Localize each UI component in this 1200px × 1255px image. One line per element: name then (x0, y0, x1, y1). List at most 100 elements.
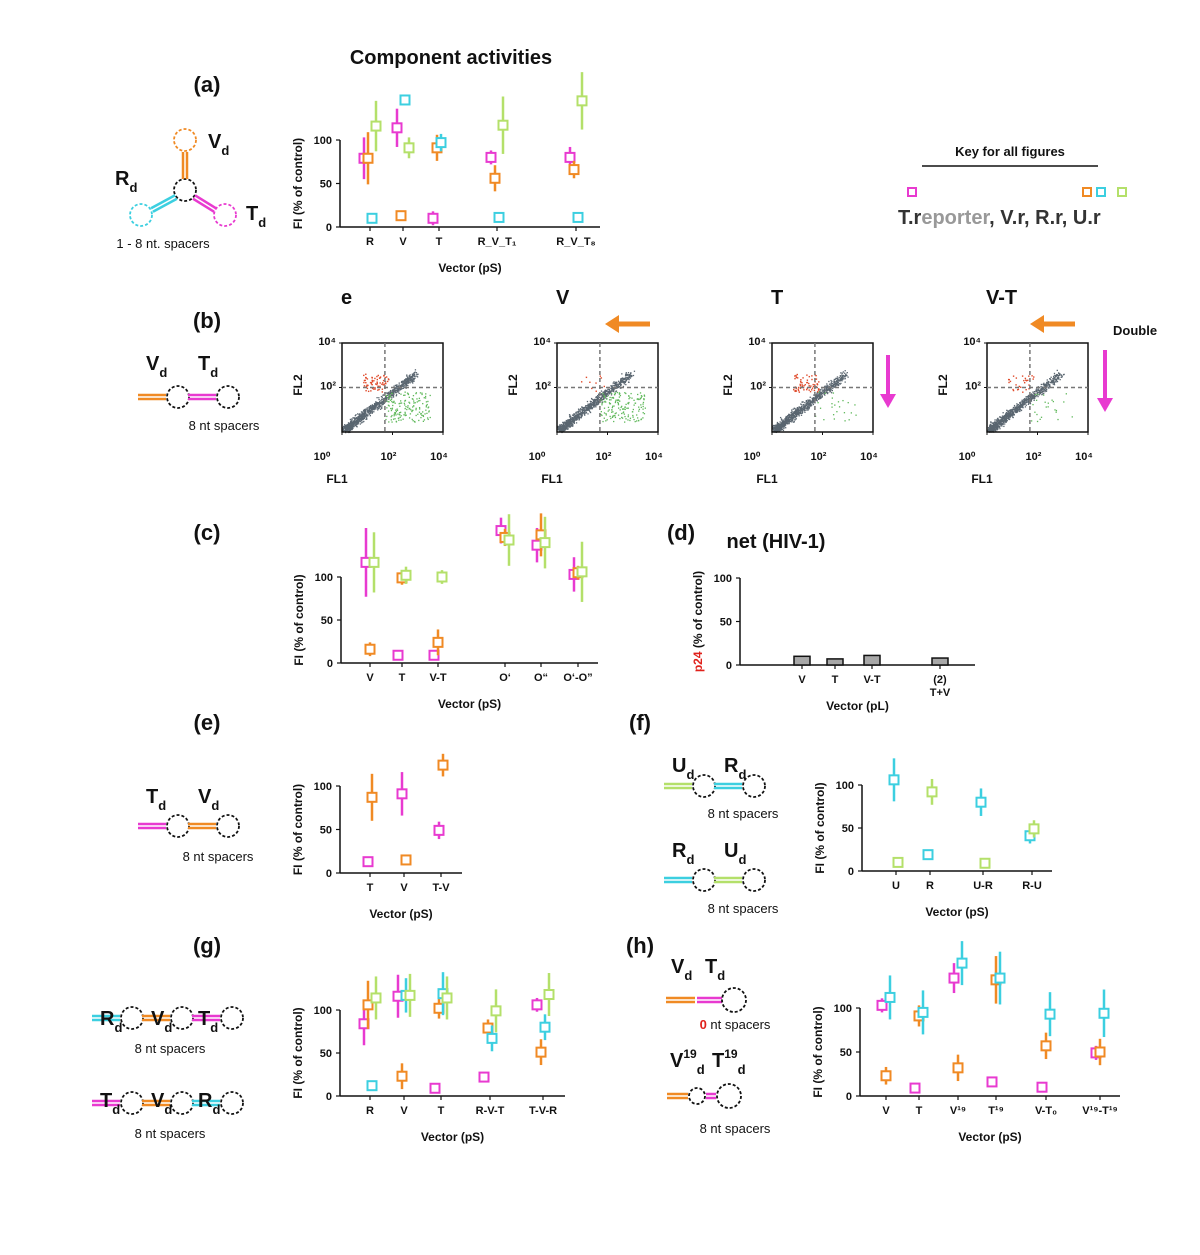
event (811, 399, 814, 401)
event (1005, 411, 1008, 414)
event (994, 419, 996, 421)
event (1012, 388, 1014, 391)
event (1060, 374, 1063, 376)
event (367, 384, 369, 387)
event (624, 378, 626, 380)
event (1031, 375, 1033, 377)
event (404, 379, 406, 381)
event (1028, 402, 1030, 404)
event (836, 411, 838, 413)
event (796, 410, 798, 412)
event (360, 420, 362, 423)
event (1022, 407, 1024, 409)
data-point (493, 211, 505, 223)
event (837, 384, 840, 387)
event (363, 415, 366, 417)
event (820, 397, 822, 399)
event (584, 412, 587, 414)
event (354, 424, 357, 426)
event (577, 414, 579, 417)
event (623, 378, 625, 381)
event (811, 378, 813, 381)
event (587, 404, 590, 407)
event (604, 397, 607, 399)
event (345, 424, 347, 427)
event (1034, 397, 1036, 399)
event (568, 419, 571, 421)
event (390, 395, 392, 397)
event (591, 404, 594, 406)
event (1027, 397, 1030, 399)
event (640, 406, 642, 409)
domain-label: Td (146, 786, 166, 813)
event (377, 405, 380, 407)
event (790, 413, 793, 416)
event (629, 373, 632, 375)
event (377, 409, 379, 411)
y-tick-label: 10² (535, 381, 551, 393)
panel-label: (b) (193, 308, 221, 333)
event (593, 403, 595, 405)
event (825, 387, 828, 389)
data-point (490, 1005, 502, 1017)
y-tick-label: 10² (965, 381, 981, 393)
event (1007, 411, 1010, 413)
event (362, 412, 365, 415)
event (418, 419, 420, 422)
domain-name: R (198, 1090, 213, 1112)
event (1040, 392, 1042, 394)
event (829, 385, 831, 387)
event (808, 405, 810, 407)
event (1020, 409, 1022, 412)
event (418, 397, 421, 399)
x-tick-label: V-T (429, 672, 446, 684)
event (801, 405, 803, 408)
event (396, 409, 399, 412)
event (996, 425, 998, 427)
event (363, 416, 365, 418)
event (811, 397, 813, 399)
event (625, 379, 628, 382)
y-tick-label: 100 (315, 572, 333, 584)
event (1018, 409, 1020, 411)
event (847, 376, 849, 378)
y-tick-label: 50 (321, 615, 333, 627)
event (368, 408, 371, 410)
event (595, 396, 598, 398)
event (1022, 400, 1024, 403)
event (366, 413, 368, 415)
event (1045, 383, 1048, 385)
event (398, 392, 400, 395)
event (824, 385, 826, 388)
event (362, 421, 364, 423)
event (1003, 418, 1006, 421)
event (342, 428, 344, 430)
event (607, 392, 609, 394)
event (626, 374, 628, 376)
event (568, 424, 570, 426)
event (422, 415, 425, 418)
key-swatch (1117, 187, 1127, 197)
event (1027, 403, 1030, 406)
event (371, 409, 373, 411)
event (989, 426, 991, 428)
event (617, 414, 620, 416)
event (839, 383, 841, 385)
data-point (395, 210, 407, 222)
event (782, 419, 784, 421)
y-tick-label: 50 (720, 617, 732, 629)
event (991, 428, 993, 431)
event (377, 389, 379, 391)
event (785, 427, 787, 429)
event (615, 412, 617, 414)
event (594, 405, 596, 407)
event (393, 385, 395, 387)
event (398, 382, 400, 384)
event (1054, 378, 1056, 380)
event (348, 430, 350, 432)
loop (742, 774, 766, 798)
event (393, 391, 395, 393)
event (1061, 376, 1063, 378)
event (819, 395, 821, 397)
event (416, 398, 418, 400)
